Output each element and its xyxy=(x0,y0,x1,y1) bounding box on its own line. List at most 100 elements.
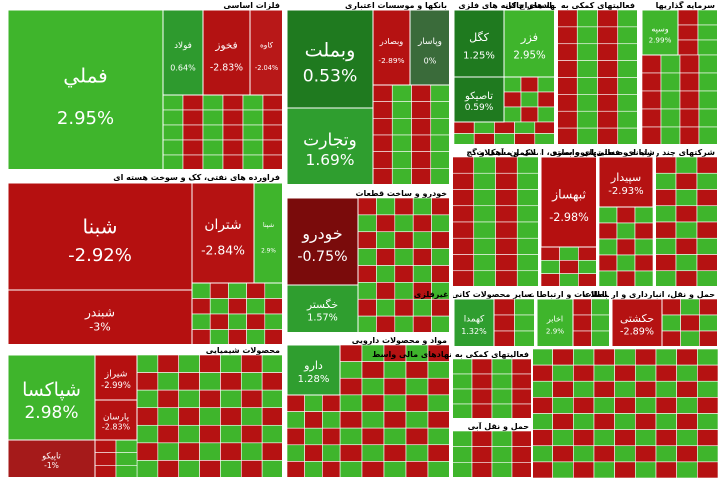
small-tile xyxy=(516,237,540,255)
small-tile xyxy=(430,168,451,186)
small-tile xyxy=(383,377,407,396)
small-tile xyxy=(655,461,677,479)
small-tile xyxy=(511,403,533,420)
small-tile xyxy=(182,154,204,171)
small-tile xyxy=(473,254,496,272)
small-tile xyxy=(576,26,598,45)
small-tile xyxy=(635,445,657,463)
small-tile xyxy=(361,444,385,462)
sector-header xyxy=(640,0,718,10)
small-tile xyxy=(394,248,414,266)
small-tile xyxy=(431,315,451,334)
small-tile xyxy=(495,254,518,272)
small-tile xyxy=(698,72,719,92)
sector: فعالیتهای کمکی به نهادهای مالی واسط xyxy=(372,349,532,359)
tile-name: شتران xyxy=(204,217,241,233)
small-tile xyxy=(660,72,681,92)
small-tile xyxy=(199,354,221,373)
small-tile xyxy=(451,430,473,447)
small-tile xyxy=(322,427,341,446)
small-tile xyxy=(261,389,284,409)
small-tile xyxy=(240,407,263,426)
small-tile xyxy=(451,221,475,239)
small-tile xyxy=(697,461,719,479)
small-tile xyxy=(655,429,677,447)
small-tile xyxy=(261,407,284,426)
small-tile xyxy=(641,54,662,74)
small-tile xyxy=(376,214,396,233)
small-tile xyxy=(614,348,636,366)
small-tile xyxy=(635,364,657,382)
small-tile xyxy=(286,394,305,412)
small-tile xyxy=(162,139,184,156)
small-tile xyxy=(427,427,451,446)
small-tile xyxy=(411,101,432,119)
small-tile xyxy=(491,373,513,390)
small-tile xyxy=(431,248,451,266)
sector-border xyxy=(451,420,533,479)
small-tile xyxy=(412,197,432,216)
small-tile xyxy=(357,298,377,317)
small-tile xyxy=(391,118,412,136)
sector: حمل و نقل آبی xyxy=(452,421,532,431)
small-tile xyxy=(654,221,677,239)
sector: انبوه سازی، املاک و مستغلات xyxy=(476,147,597,157)
tile-change: -2.83% xyxy=(102,423,131,432)
sector-title: خودرو و ساخت قطعات xyxy=(356,189,448,198)
small-tile xyxy=(556,26,578,45)
small-tile xyxy=(264,329,284,346)
small-tile xyxy=(222,109,244,126)
small-tile xyxy=(228,282,247,299)
small-tile xyxy=(552,413,574,430)
small-tile xyxy=(537,76,556,93)
small-tile xyxy=(531,413,553,430)
small-tile xyxy=(540,260,560,274)
small-tile xyxy=(495,156,518,174)
tile xyxy=(372,9,411,86)
small-tile xyxy=(572,330,592,348)
small-tile xyxy=(451,172,475,190)
small-tile xyxy=(242,154,264,171)
tile-name: کاوه xyxy=(260,41,274,50)
tile xyxy=(191,182,255,284)
small-tile xyxy=(614,429,636,447)
small-tile xyxy=(451,237,475,255)
tile-name: ثبهساز xyxy=(551,186,586,202)
small-tile xyxy=(540,273,560,288)
small-tile xyxy=(552,348,574,366)
small-tile xyxy=(676,348,698,366)
small-tile xyxy=(514,314,536,332)
tile-name: وبصادر xyxy=(379,36,404,46)
tile xyxy=(249,9,284,96)
sector-title: حمل و نقل، انبارداری و ارتباطات xyxy=(583,290,715,299)
small-tile xyxy=(391,84,412,102)
small-tile xyxy=(616,222,636,240)
sector: مواد و محصولات دارویی xyxy=(285,335,450,345)
small-tile xyxy=(372,118,393,136)
small-tile xyxy=(591,330,611,348)
small-tile xyxy=(641,90,662,110)
tile-name: وتجارت xyxy=(303,130,357,150)
small-tile xyxy=(361,394,385,412)
tile-name: تاصیکو xyxy=(464,91,493,102)
small-tile xyxy=(394,265,414,283)
small-tile xyxy=(634,254,654,272)
small-tile xyxy=(322,411,341,429)
small-tile xyxy=(654,172,677,190)
tile-name: شبنا xyxy=(83,214,118,238)
small-tile xyxy=(552,397,574,414)
tile xyxy=(540,156,598,248)
small-tile xyxy=(679,108,700,128)
tile-name: فزر xyxy=(520,30,538,45)
small-tile xyxy=(473,221,496,239)
small-tile xyxy=(304,444,323,462)
tile-name: فملي xyxy=(63,64,107,89)
small-tile xyxy=(675,221,698,239)
small-tile xyxy=(157,354,180,373)
small-tile xyxy=(552,380,574,398)
small-tile xyxy=(556,127,578,146)
small-tile xyxy=(357,265,377,283)
small-tile xyxy=(635,397,657,414)
small-tile xyxy=(598,238,618,256)
small-tile xyxy=(494,121,515,134)
